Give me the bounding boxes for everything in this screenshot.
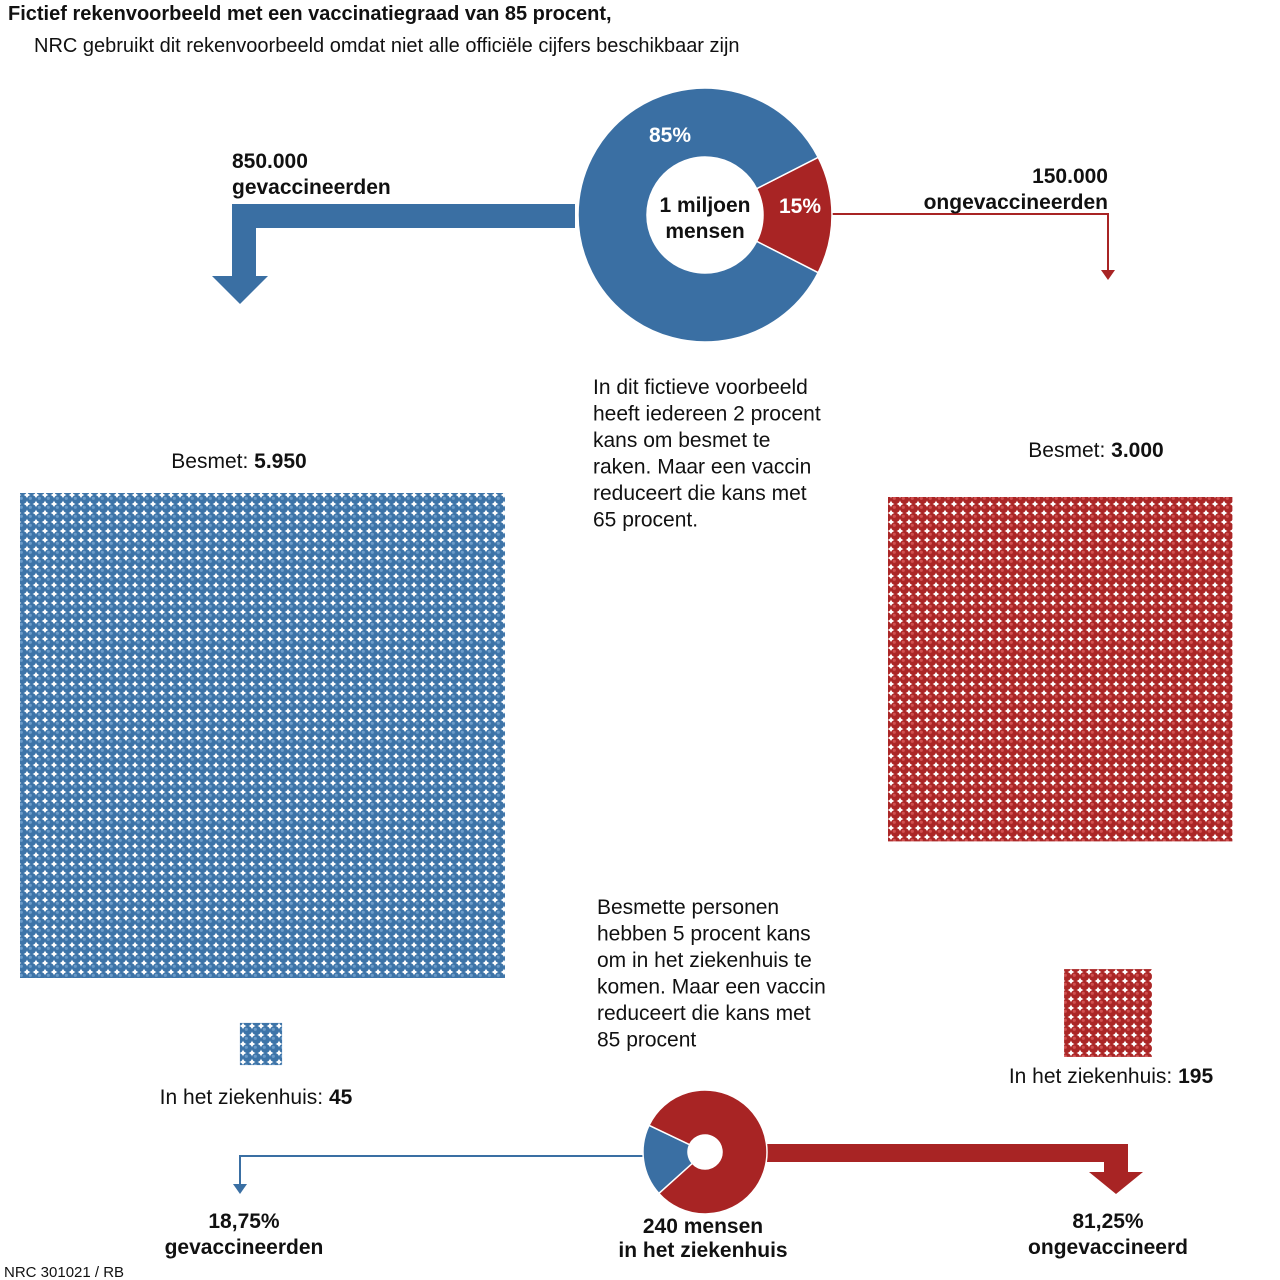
donut-segment — [577, 87, 820, 343]
credit: NRC 301021 / RB — [4, 1264, 124, 1280]
segment-label: 85% — [649, 124, 691, 147]
label-value: 195 — [1178, 1065, 1213, 1088]
note: hebben 5 procent kans — [597, 923, 811, 946]
dot-square — [1064, 969, 1152, 1057]
label-prefix: In het ziekenhuis: — [160, 1086, 323, 1109]
donut-segment — [648, 1089, 768, 1215]
arrow-unvaccinated-hospital — [765, 1144, 1143, 1194]
share-label: gevaccineerden — [165, 1236, 324, 1259]
share-label: 18,75% — [208, 1210, 280, 1233]
count-label: gevaccineerden — [232, 176, 391, 199]
segment-label: 15% — [779, 195, 821, 218]
count-label: ongevaccineerden — [924, 191, 1108, 214]
label-prefix: Besmet: — [1028, 439, 1105, 462]
dot-square — [239, 1022, 283, 1066]
note: komen. Maar een vaccin — [597, 976, 826, 999]
note: om in het ziekenhuis te — [597, 949, 812, 972]
dot-square — [888, 497, 1233, 842]
arrow-vaccinated-hospital — [239, 1155, 645, 1186]
note: heeft iedereen 2 procent — [593, 403, 821, 426]
note: reduceert die kans met — [593, 482, 807, 505]
amount-label: In het ziekenhuis: 45 — [160, 1086, 353, 1109]
arrow-unvaccinated — [832, 213, 1109, 272]
note: In dit fictieve voorbeeld — [593, 376, 808, 399]
arrow-head — [233, 1184, 247, 1194]
arrow-vaccinated — [212, 204, 575, 304]
note: 85 procent — [597, 1029, 696, 1052]
label-value: 45 — [329, 1086, 353, 1109]
arrow-head — [1101, 270, 1115, 280]
donut-center: 1 miljoen — [659, 194, 750, 217]
dot-square — [20, 493, 505, 978]
label-prefix: Besmet: — [171, 450, 248, 473]
note: reduceert die kans met — [597, 1002, 811, 1025]
amount-label: In het ziekenhuis: 195 — [1009, 1065, 1214, 1088]
subtitle: NRC gebruikt dit rekenvoorbeeld omdat ni… — [34, 35, 740, 57]
amount-label: Besmet: 3.000 — [1028, 439, 1163, 462]
note: 65 procent. — [593, 509, 698, 532]
donut-center: in het ziekenhuis — [618, 1239, 787, 1262]
share-label: ongevaccineerd — [1028, 1236, 1188, 1259]
count-label: 150.000 — [1032, 165, 1108, 188]
label-value: 5.950 — [254, 450, 307, 473]
share-label: 81,25% — [1072, 1210, 1144, 1233]
donut-segment — [642, 1124, 694, 1195]
label-prefix: In het ziekenhuis: — [1009, 1065, 1172, 1088]
label-value: 3.000 — [1111, 439, 1164, 462]
amount-label: Besmet: 5.950 — [171, 450, 306, 473]
donut-center: 240 mensen — [643, 1215, 763, 1238]
note: raken. Maar een vaccin — [593, 456, 811, 479]
title: Fictief rekenvoorbeeld met een vaccinati… — [8, 3, 612, 25]
note: Besmette personen — [597, 896, 779, 919]
note: kans om besmet te — [593, 429, 770, 452]
count-label: 850.000 — [232, 150, 308, 173]
donut-center: mensen — [665, 220, 744, 243]
